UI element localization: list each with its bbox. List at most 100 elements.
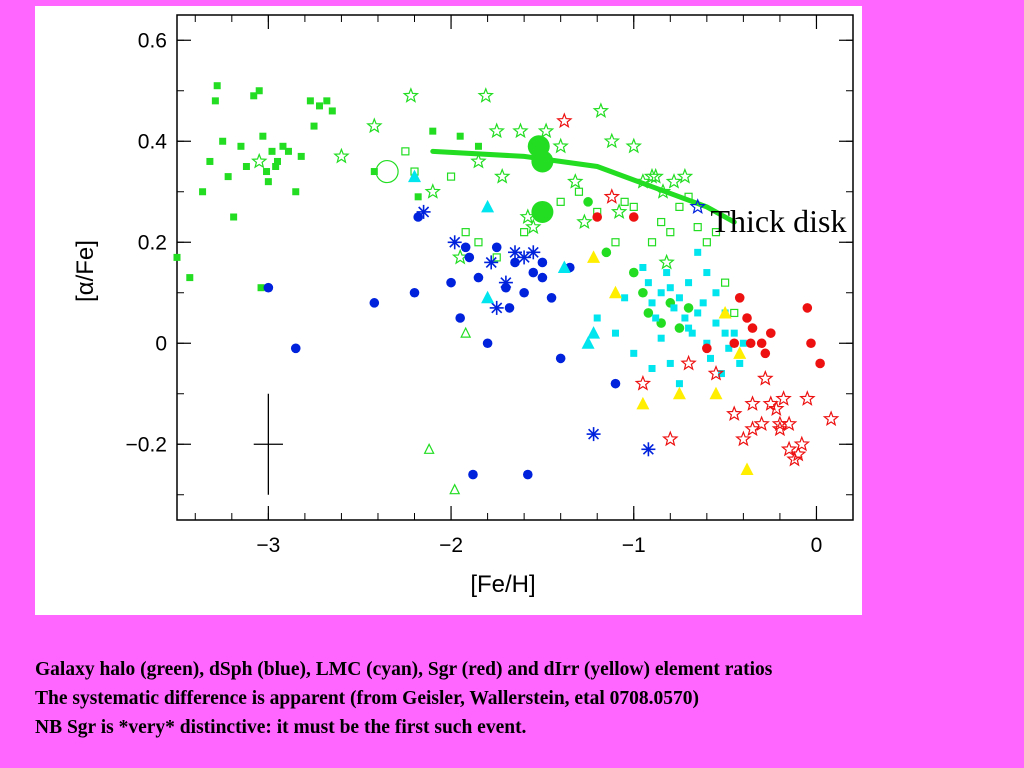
halo-point	[721, 278, 730, 287]
lmc-point	[694, 309, 702, 317]
sgr-point	[780, 415, 798, 432]
lmc-point	[648, 365, 656, 372]
dsph-point	[510, 257, 520, 268]
sgr-point	[592, 212, 603, 222]
dsph-point	[522, 469, 533, 480]
dirr-point	[608, 285, 622, 299]
lmc-point	[481, 199, 495, 213]
halo-point	[574, 187, 584, 196]
lmc-point	[639, 264, 647, 271]
x-tick-label: 0	[811, 534, 823, 557]
dsph-point	[537, 257, 548, 268]
halo-point	[460, 326, 472, 338]
halo-point	[658, 253, 675, 270]
thick-disk-trend	[430, 148, 737, 225]
sgr-point	[726, 405, 743, 421]
dsph-point	[689, 198, 707, 214]
dirr-point	[709, 386, 723, 400]
halo-point	[552, 137, 569, 154]
dsph-point	[460, 242, 471, 253]
sgr-point	[765, 328, 776, 338]
lmc-point	[630, 349, 638, 357]
lmc-point	[666, 284, 674, 292]
y-tick-label: 0.4	[138, 130, 168, 153]
halo-point	[620, 197, 629, 206]
axis-ticks: −3 −2 −1 0 0.6 0.4 0.2 0 −0.2	[126, 15, 853, 557]
dsph-point-stroke	[518, 251, 530, 263]
halo-point	[654, 183, 672, 199]
halo-point	[224, 173, 232, 181]
dsph-point	[290, 343, 301, 354]
dirr-point	[733, 346, 747, 359]
dsph-point-stroke	[449, 236, 461, 248]
dsph-point	[555, 353, 566, 364]
thick-disk-label: Thick disk	[710, 203, 846, 239]
dsph-point	[409, 287, 420, 298]
dsph-point	[504, 303, 515, 313]
halo-point	[524, 218, 542, 235]
sgr-point	[793, 435, 811, 452]
lmc-point	[557, 260, 571, 273]
lmc-point	[712, 319, 720, 327]
halo-point	[711, 228, 721, 237]
dsph-point	[546, 293, 557, 303]
halo-point	[638, 287, 648, 298]
halo-point	[272, 163, 280, 170]
halo-point	[284, 147, 292, 155]
halo-point	[292, 188, 300, 196]
lmc-point	[581, 336, 595, 349]
dsph-point	[447, 235, 462, 250]
halo-point	[488, 122, 505, 139]
halo-point	[429, 127, 437, 135]
dsph-point	[610, 378, 621, 389]
dsph-point-stroke	[642, 443, 654, 455]
lmc-point	[725, 344, 733, 352]
x-tick-label: −1	[622, 534, 646, 557]
dsph-point	[473, 272, 484, 283]
halo-point	[375, 159, 399, 184]
halo-point	[219, 137, 227, 145]
dsph-point-stroke	[527, 246, 539, 258]
lmc-point	[706, 354, 714, 362]
halo-point	[628, 267, 639, 278]
caption-line-1: Galaxy halo (green), dSph (blue), LMC (c…	[35, 659, 773, 680]
halo-point	[255, 87, 263, 95]
sgr-point	[789, 445, 807, 462]
halo-point	[693, 223, 702, 232]
dirr-point	[718, 305, 732, 319]
dsph-point	[263, 282, 274, 293]
dsph-point	[455, 313, 465, 323]
sgr-point	[556, 112, 573, 129]
halo-point	[206, 157, 214, 165]
lmc-point	[688, 329, 696, 337]
lmc-point	[621, 294, 629, 302]
halo-point	[537, 122, 555, 139]
dsph-point	[537, 272, 548, 283]
x-tick-label: −3	[256, 534, 280, 557]
lmc-point	[657, 334, 665, 342]
lmc-point	[675, 294, 683, 302]
dsph-point	[519, 287, 529, 298]
halo-point	[186, 274, 194, 282]
dsph-point-stroke	[588, 428, 600, 440]
halo-point	[643, 167, 661, 184]
sgr-point	[680, 354, 697, 371]
caption: Galaxy halo (green), dSph (blue), LMC (c…	[35, 655, 772, 742]
caption-line-2: The systematic difference is apparent (f…	[35, 688, 699, 709]
halo-point	[470, 152, 487, 169]
dsph-point-stroke	[418, 206, 430, 218]
halo-point	[665, 173, 683, 189]
halo-point	[675, 202, 684, 211]
halo-point	[702, 238, 711, 247]
sgr-point	[634, 374, 652, 391]
dsph-point	[491, 242, 502, 253]
sgr-point	[802, 303, 813, 313]
dsph-point	[586, 427, 601, 442]
sgr-point	[771, 420, 789, 437]
thick-disk-trend-line	[430, 148, 737, 225]
x-tick-label: −2	[439, 534, 463, 557]
dsph-point-stroke	[485, 256, 497, 268]
halo-point	[370, 168, 378, 176]
halo-point	[213, 82, 221, 90]
dsph-point-stroke	[509, 246, 521, 258]
